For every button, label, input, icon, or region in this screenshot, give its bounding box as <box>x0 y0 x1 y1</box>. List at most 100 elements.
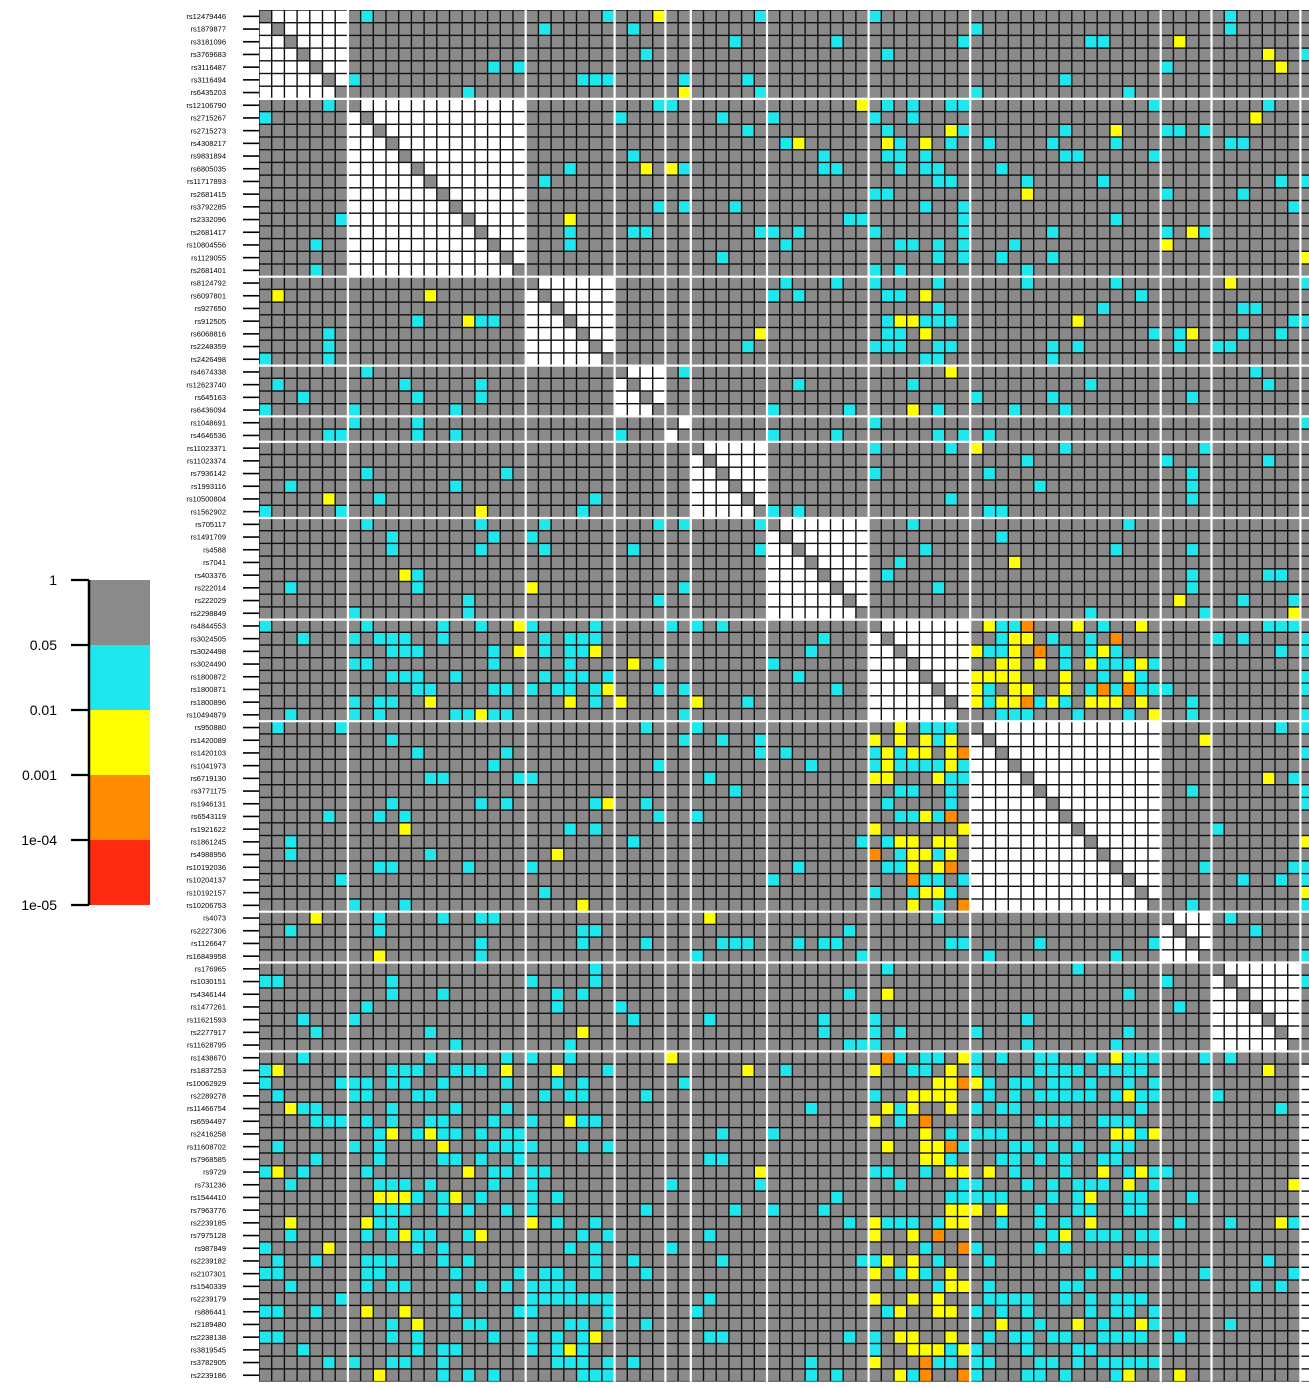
heatmap-cell <box>882 252 893 263</box>
heatmap-cell <box>399 23 410 34</box>
heatmap-cell <box>1073 277 1084 288</box>
heatmap-cell <box>869 201 880 212</box>
heatmap-cell <box>1034 341 1045 352</box>
heatmap-cell <box>1034 189 1045 200</box>
heatmap-cell <box>577 481 588 492</box>
heatmap-cell <box>374 392 385 403</box>
heatmap-cell <box>742 443 753 454</box>
heatmap-cell <box>1073 430 1084 441</box>
heatmap-cell <box>844 506 855 517</box>
heatmap-cell <box>780 252 791 263</box>
heatmap-cell <box>1212 557 1223 568</box>
heatmap-cell <box>272 277 283 288</box>
heatmap-cell <box>869 404 880 415</box>
heatmap-cell <box>298 404 309 415</box>
heatmap-cell <box>946 265 957 276</box>
heatmap-cell <box>374 582 385 593</box>
heatmap-cell <box>450 62 461 73</box>
heatmap-cell <box>971 87 982 98</box>
heatmap-cell <box>641 493 652 504</box>
heatmap-cell <box>387 595 398 606</box>
heatmap-cell <box>590 531 601 542</box>
heatmap-cell <box>311 62 322 73</box>
heatmap-cell <box>806 455 817 466</box>
heatmap-cell <box>514 11 525 22</box>
heatmap-cell <box>514 252 525 263</box>
heatmap-cell <box>920 341 931 352</box>
heatmap-cell <box>425 493 436 504</box>
heatmap-cell <box>1034 201 1045 212</box>
heatmap-cell <box>857 277 868 288</box>
heatmap-cell <box>933 176 944 187</box>
heatmap-cell <box>984 23 995 34</box>
heatmap-cell <box>946 176 957 187</box>
heatmap-cell <box>526 74 537 85</box>
heatmap-cell <box>323 239 334 250</box>
heatmap-cell <box>692 74 703 85</box>
heatmap-cell <box>971 23 982 34</box>
heatmap-cell <box>857 582 868 593</box>
heatmap-cell <box>628 150 639 161</box>
heatmap-cell <box>692 239 703 250</box>
heatmap-cell <box>387 265 398 276</box>
heatmap-cell <box>793 468 804 479</box>
heatmap-cell <box>971 138 982 149</box>
heatmap-cell <box>1250 354 1261 365</box>
heatmap-cell <box>895 277 906 288</box>
heatmap-cell <box>1238 519 1249 530</box>
heatmap-cell <box>958 354 969 365</box>
heatmap-cell <box>666 455 677 466</box>
heatmap-cell <box>1149 303 1160 314</box>
heatmap-cell <box>920 265 931 276</box>
heatmap-cell <box>1288 290 1299 301</box>
heatmap-cell <box>1047 138 1058 149</box>
heatmap-cell <box>933 74 944 85</box>
heatmap-cell <box>1085 227 1096 238</box>
heatmap-cell <box>501 290 512 301</box>
heatmap-cell <box>895 493 906 504</box>
heatmap-cell <box>768 417 779 428</box>
heatmap-cell <box>958 443 969 454</box>
heatmap-cell <box>933 125 944 136</box>
heatmap-cell <box>1212 328 1223 339</box>
heatmap-cell <box>298 417 309 428</box>
heatmap-cell <box>285 112 296 123</box>
heatmap-cell <box>1263 392 1274 403</box>
heatmap-cell <box>552 481 563 492</box>
heatmap-cell <box>323 493 334 504</box>
heatmap-cell <box>311 36 322 47</box>
heatmap-cell <box>806 303 817 314</box>
heatmap-cell <box>552 595 563 606</box>
heatmap-cell <box>1149 493 1160 504</box>
heatmap-cell <box>882 493 893 504</box>
heatmap-cell <box>780 125 791 136</box>
heatmap-cell <box>272 125 283 136</box>
heatmap-cell <box>463 430 474 441</box>
heatmap-cell <box>1073 519 1084 530</box>
heatmap-cell <box>298 468 309 479</box>
heatmap-cell <box>641 430 652 441</box>
heatmap-cell <box>793 303 804 314</box>
heatmap-cell <box>361 493 372 504</box>
heatmap-cell <box>501 303 512 314</box>
heatmap-cell <box>730 557 741 568</box>
heatmap-cell <box>476 11 487 22</box>
heatmap-cell <box>1250 290 1261 301</box>
heatmap-cell <box>1263 443 1274 454</box>
heatmap-cell <box>755 557 766 568</box>
heatmap-cell <box>590 595 601 606</box>
heatmap-cell <box>1174 341 1185 352</box>
heatmap-cell <box>1161 265 1172 276</box>
heatmap-cell <box>933 100 944 111</box>
heatmap-cell <box>857 138 868 149</box>
heatmap-cell <box>1212 11 1223 22</box>
heatmap-cell <box>1123 150 1134 161</box>
heatmap-cell <box>844 125 855 136</box>
heatmap-cell <box>1301 341 1309 352</box>
heatmap-cell <box>984 430 995 441</box>
heatmap-cell <box>1022 176 1033 187</box>
heatmap-cell <box>412 87 423 98</box>
heatmap-cell <box>882 404 893 415</box>
heatmap-cell <box>780 341 791 352</box>
heatmap-cell <box>311 544 322 555</box>
